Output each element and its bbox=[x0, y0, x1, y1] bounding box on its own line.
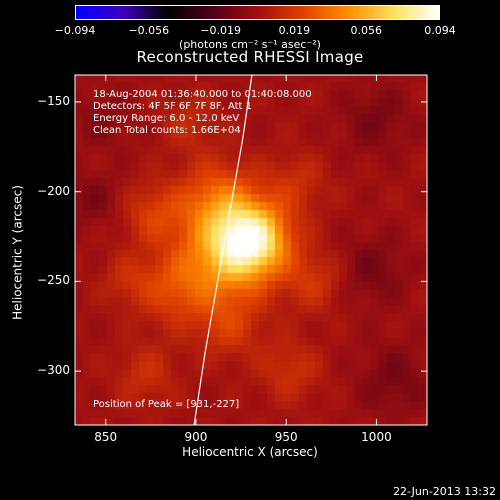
colorbar bbox=[75, 5, 440, 20]
y-tick-label: −200 bbox=[37, 183, 70, 198]
colorbar-unit-label: (photons cm⁻² s⁻¹ asec⁻²) bbox=[179, 38, 321, 51]
colorbar-tick-label: −0.019 bbox=[200, 24, 241, 37]
x-axis-label: Heliocentric X (arcsec) bbox=[182, 445, 318, 459]
annotation-clean-counts: Clean Total counts: 1.66E+04 bbox=[93, 125, 241, 136]
y-tick-label: −150 bbox=[37, 93, 70, 108]
colorbar-tick-label: −0.094 bbox=[54, 24, 96, 37]
colorbar-tick-label: 0.019 bbox=[278, 24, 311, 37]
annotation-energy-range: Energy Range: 6.0 - 12.0 keV bbox=[93, 113, 240, 124]
annotation-time-range: 18-Aug-2004 01:36:40.000 to 01:40:08.000 bbox=[93, 89, 312, 100]
annotation-detectors: Detectors: 4F 5F 6F 7F 8F, Att 1 bbox=[93, 101, 253, 112]
plot-border bbox=[74, 74, 428, 426]
chart-title: Reconstructed RHESSI Image bbox=[136, 48, 364, 66]
y-axis-label: Heliocentric Y (arcsec) bbox=[10, 185, 25, 320]
footer-timestamp: 22-Jun-2013 13:32 bbox=[393, 485, 496, 498]
solar-limb-line bbox=[193, 74, 253, 426]
x-tick-label: 850 bbox=[94, 430, 118, 444]
annotation-peak-position: Position of Peak = [931,-227] bbox=[93, 399, 240, 410]
y-tick-label: −300 bbox=[37, 363, 70, 378]
x-tick-label: 1000 bbox=[361, 430, 392, 444]
heatmap-image bbox=[75, 75, 427, 425]
colorbar-tick-label: 0.056 bbox=[350, 24, 382, 37]
colorbar-tick-label: 0.094 bbox=[424, 24, 456, 37]
colorbar-tick-label: −0.056 bbox=[128, 24, 170, 37]
y-tick-label: −250 bbox=[37, 273, 70, 288]
x-tick-label: 950 bbox=[274, 430, 298, 444]
x-tick-label: 900 bbox=[184, 430, 208, 444]
